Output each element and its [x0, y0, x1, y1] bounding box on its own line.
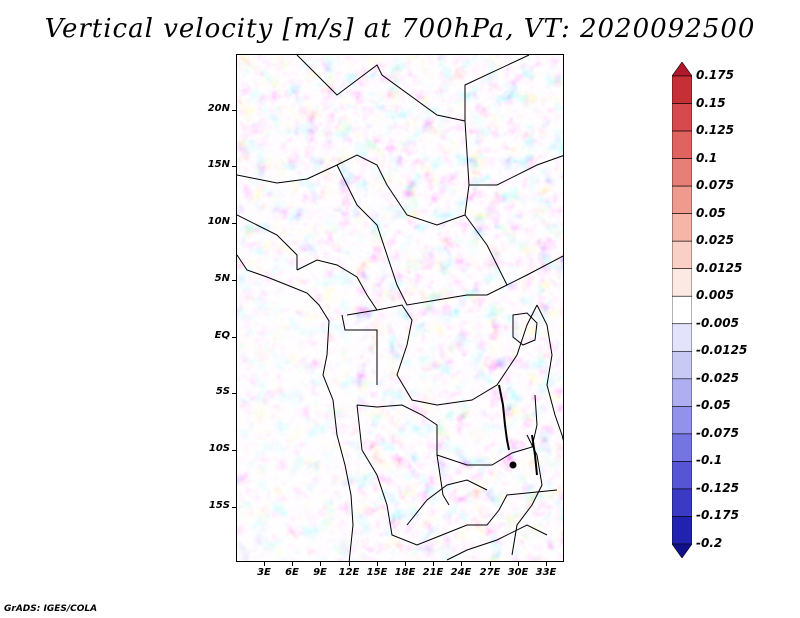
lon-tick [490, 562, 491, 566]
lon-tick [320, 562, 321, 566]
lake-malawi [531, 434, 538, 476]
colorbar-segment [672, 461, 692, 490]
lon-label: 33E [535, 567, 557, 578]
lon-label: 27E [479, 567, 501, 578]
lat-label: 15S [208, 500, 230, 511]
lat-tick [232, 337, 236, 338]
vertical-velocity-field [237, 55, 563, 561]
lat-label: 15N [207, 159, 230, 170]
colorbar-level-label: 0.05 [696, 205, 726, 220]
lon-label: 15E [366, 567, 388, 578]
lon-label: 24E [450, 567, 472, 578]
lake-victoria [512, 312, 538, 346]
colorbar-level-label: -0.125 [696, 480, 739, 495]
lon-tick [264, 562, 265, 566]
chart-title: Vertical velocity [m/s] at 700hPa, VT: 2… [44, 14, 756, 44]
lon-tick [461, 562, 462, 566]
colorbar-segment [672, 488, 692, 517]
lon-label: 21E [422, 567, 444, 578]
lat-label: 20N [207, 103, 230, 114]
lat-label: 10N [207, 216, 230, 227]
lon-label: 30E [507, 567, 529, 578]
lat-tick [232, 393, 236, 394]
lat-label: 5N [214, 273, 230, 284]
colorbar-level-label: -0.025 [696, 370, 739, 385]
colorbar-segment [672, 158, 692, 187]
colorbar-level-label: -0.1 [696, 453, 723, 468]
colorbar-level-label: -0.2 [696, 536, 723, 550]
colorbar-segment [672, 350, 692, 380]
lat-label: EQ [214, 330, 230, 341]
lon-tick [349, 562, 350, 566]
lat-tick [232, 450, 236, 451]
grads-credit: GrADS: IGES/COLA [4, 604, 98, 614]
coastline [237, 254, 354, 561]
lon-tick [518, 562, 519, 566]
colorbar-segment [672, 75, 692, 104]
lat-tick [232, 280, 236, 281]
lon-tick [433, 562, 434, 566]
lon-tick [546, 562, 547, 566]
map-panel [236, 54, 564, 562]
colorbar-segment [672, 130, 692, 159]
lon-tick [377, 562, 378, 566]
colorbar-level-label: 0.125 [696, 123, 734, 138]
lat-tick [232, 110, 236, 111]
smoothing-overlay [237, 55, 563, 561]
colorbar-segment [672, 433, 692, 462]
lon-tick [405, 562, 406, 566]
colorbar-level-label: 0.075 [696, 178, 734, 193]
colorbar-level-label: 0.025 [696, 233, 734, 248]
colorbar-level-label: -0.175 [696, 508, 739, 523]
lon-label: 6E [285, 567, 299, 578]
colorbar-segment [672, 62, 692, 77]
colorbar-level-label: 0.1 [696, 150, 718, 165]
lat-tick [232, 507, 236, 508]
colorbar-level-label: 0.15 [696, 95, 726, 110]
colorbar-level-label: -0.0125 [696, 343, 748, 358]
colorbar-segment [672, 295, 692, 325]
colorbar-level-label: 0.0125 [696, 260, 743, 275]
lat-label: 5S [215, 386, 230, 397]
colorbar-segment [672, 103, 692, 132]
lat-tick [232, 166, 236, 167]
lat-tick [232, 223, 236, 224]
colorbar-level-label: -0.075 [696, 425, 739, 440]
colorbar-segment [672, 185, 692, 214]
country-borders [237, 55, 563, 561]
colorbar-level-label: 0.175 [696, 68, 734, 82]
colorbar-level-label: -0.005 [696, 315, 739, 330]
colorbar [672, 62, 692, 558]
colorbar-level-label: 0.005 [696, 288, 734, 303]
lake-tanganyika [498, 384, 510, 451]
colorbar-level-label: -0.05 [696, 398, 731, 413]
lon-label: 18E [394, 567, 416, 578]
lon-tick [292, 562, 293, 566]
colorbar-segment [672, 213, 692, 242]
colorbar-segment [672, 406, 692, 435]
colorbar-segment [672, 268, 692, 297]
colorbar-segment [672, 516, 692, 545]
lon-label: 12E [338, 567, 360, 578]
colorbar-segment [672, 323, 692, 352]
lakes [498, 312, 538, 476]
lake-kariba [509, 461, 517, 469]
lat-label: 10S [208, 443, 230, 454]
colorbar-segment [672, 378, 692, 407]
lon-label: 3E [257, 567, 271, 578]
lon-label: 9E [313, 567, 327, 578]
colorbar-segment [672, 543, 692, 558]
colorbar-segment [672, 240, 692, 270]
